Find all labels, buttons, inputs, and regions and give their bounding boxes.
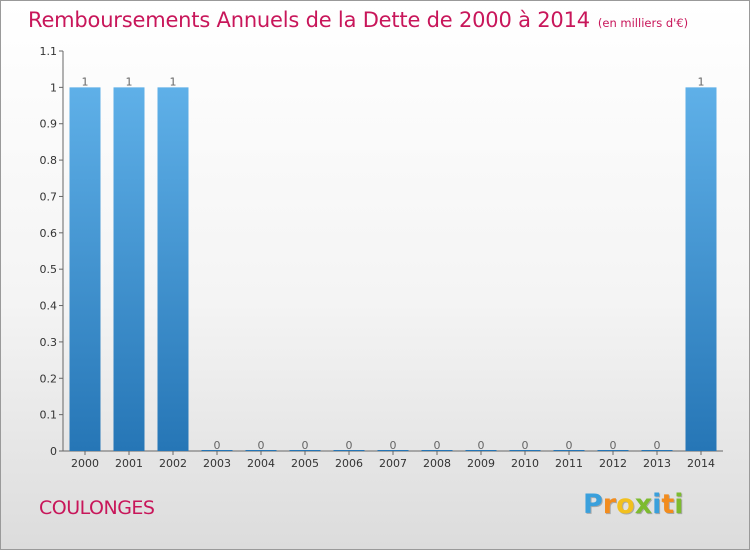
x-tick-label: 2005 xyxy=(291,457,319,470)
x-tick-label: 2001 xyxy=(115,457,143,470)
data-label: 0 xyxy=(258,439,265,452)
chart-title: Remboursements Annuels de la Dette de 20… xyxy=(28,8,688,32)
chart-labels: 2000 1 2001 1 2002 1 2003 0 2004 0 2005 0 2006 0 2007 0… xyxy=(71,75,715,470)
logo-letter: x xyxy=(634,489,653,520)
data-label: 0 xyxy=(610,439,617,452)
y-tick-label: 0.6 xyxy=(40,227,58,240)
bar-2014 xyxy=(685,87,717,451)
chart-title-text: Remboursements Annuels de la Dette de 20… xyxy=(28,8,590,32)
y-tick-label: 0.1 xyxy=(40,409,58,422)
logo-letter: o xyxy=(616,489,635,520)
x-tick-label: 2000 xyxy=(71,457,99,470)
logo-letter: t xyxy=(661,489,675,520)
y-tick-label: 0.8 xyxy=(40,154,58,167)
x-tick-label: 2008 xyxy=(423,457,451,470)
logo-letter: i xyxy=(674,489,684,520)
bar-2000 xyxy=(69,87,101,451)
data-label: 0 xyxy=(390,439,397,452)
bar-2011 xyxy=(553,450,585,451)
x-tick-label: 2003 xyxy=(203,457,231,470)
logo-letter: P xyxy=(583,489,603,520)
x-tick-label: 2013 xyxy=(643,457,671,470)
bar-2004 xyxy=(245,450,277,451)
y-tick-label: 0.5 xyxy=(40,263,58,276)
logo-letter: i xyxy=(652,489,662,520)
x-tick-label: 2010 xyxy=(511,457,539,470)
bar-2002 xyxy=(157,87,189,451)
data-label: 0 xyxy=(522,439,529,452)
bar-2010 xyxy=(509,450,541,451)
data-label: 0 xyxy=(654,439,661,452)
y-tick-label: 0 xyxy=(50,445,57,458)
x-tick-label: 2004 xyxy=(247,457,275,470)
y-tick-label: 0.3 xyxy=(40,336,58,349)
data-label: 1 xyxy=(82,75,89,88)
data-label: 1 xyxy=(126,75,133,88)
data-label: 1 xyxy=(698,75,705,88)
proxiti-logo: Proxiti xyxy=(583,489,684,520)
data-label: 0 xyxy=(478,439,485,452)
chart-title-unit: (en milliers d'€) xyxy=(597,16,689,30)
x-tick-label: 2007 xyxy=(379,457,407,470)
data-label: 0 xyxy=(214,439,221,452)
y-tick-label: 0.4 xyxy=(40,300,58,313)
bar-2001 xyxy=(113,87,145,451)
data-label: 0 xyxy=(566,439,573,452)
x-tick-label: 2009 xyxy=(467,457,495,470)
data-label: 0 xyxy=(434,439,441,452)
bar-2013 xyxy=(641,450,673,451)
y-tick-label: 1 xyxy=(50,81,57,94)
data-label: 0 xyxy=(302,439,309,452)
data-label: 1 xyxy=(170,75,177,88)
bar-2003 xyxy=(201,450,233,451)
bar-2005 xyxy=(289,450,321,451)
data-label: 0 xyxy=(346,439,353,452)
y-tick-label: 0.9 xyxy=(40,118,58,131)
bar-2007 xyxy=(377,450,409,451)
chart-bars xyxy=(69,87,717,451)
place-name: COULONGES xyxy=(39,497,155,519)
bar-2006 xyxy=(333,450,365,451)
logo-letter: r xyxy=(602,489,617,520)
bar-2009 xyxy=(465,450,497,451)
y-tick-label: 0.7 xyxy=(40,190,58,203)
x-tick-label: 2014 xyxy=(687,457,715,470)
x-tick-label: 2011 xyxy=(555,457,583,470)
x-tick-label: 2012 xyxy=(599,457,627,470)
x-tick-label: 2006 xyxy=(335,457,363,470)
y-tick-label: 1.1 xyxy=(40,45,58,58)
bar-2008 xyxy=(421,450,453,451)
x-tick-label: 2002 xyxy=(159,457,187,470)
y-tick-label: 0.2 xyxy=(40,372,58,385)
bar-2012 xyxy=(597,450,629,451)
